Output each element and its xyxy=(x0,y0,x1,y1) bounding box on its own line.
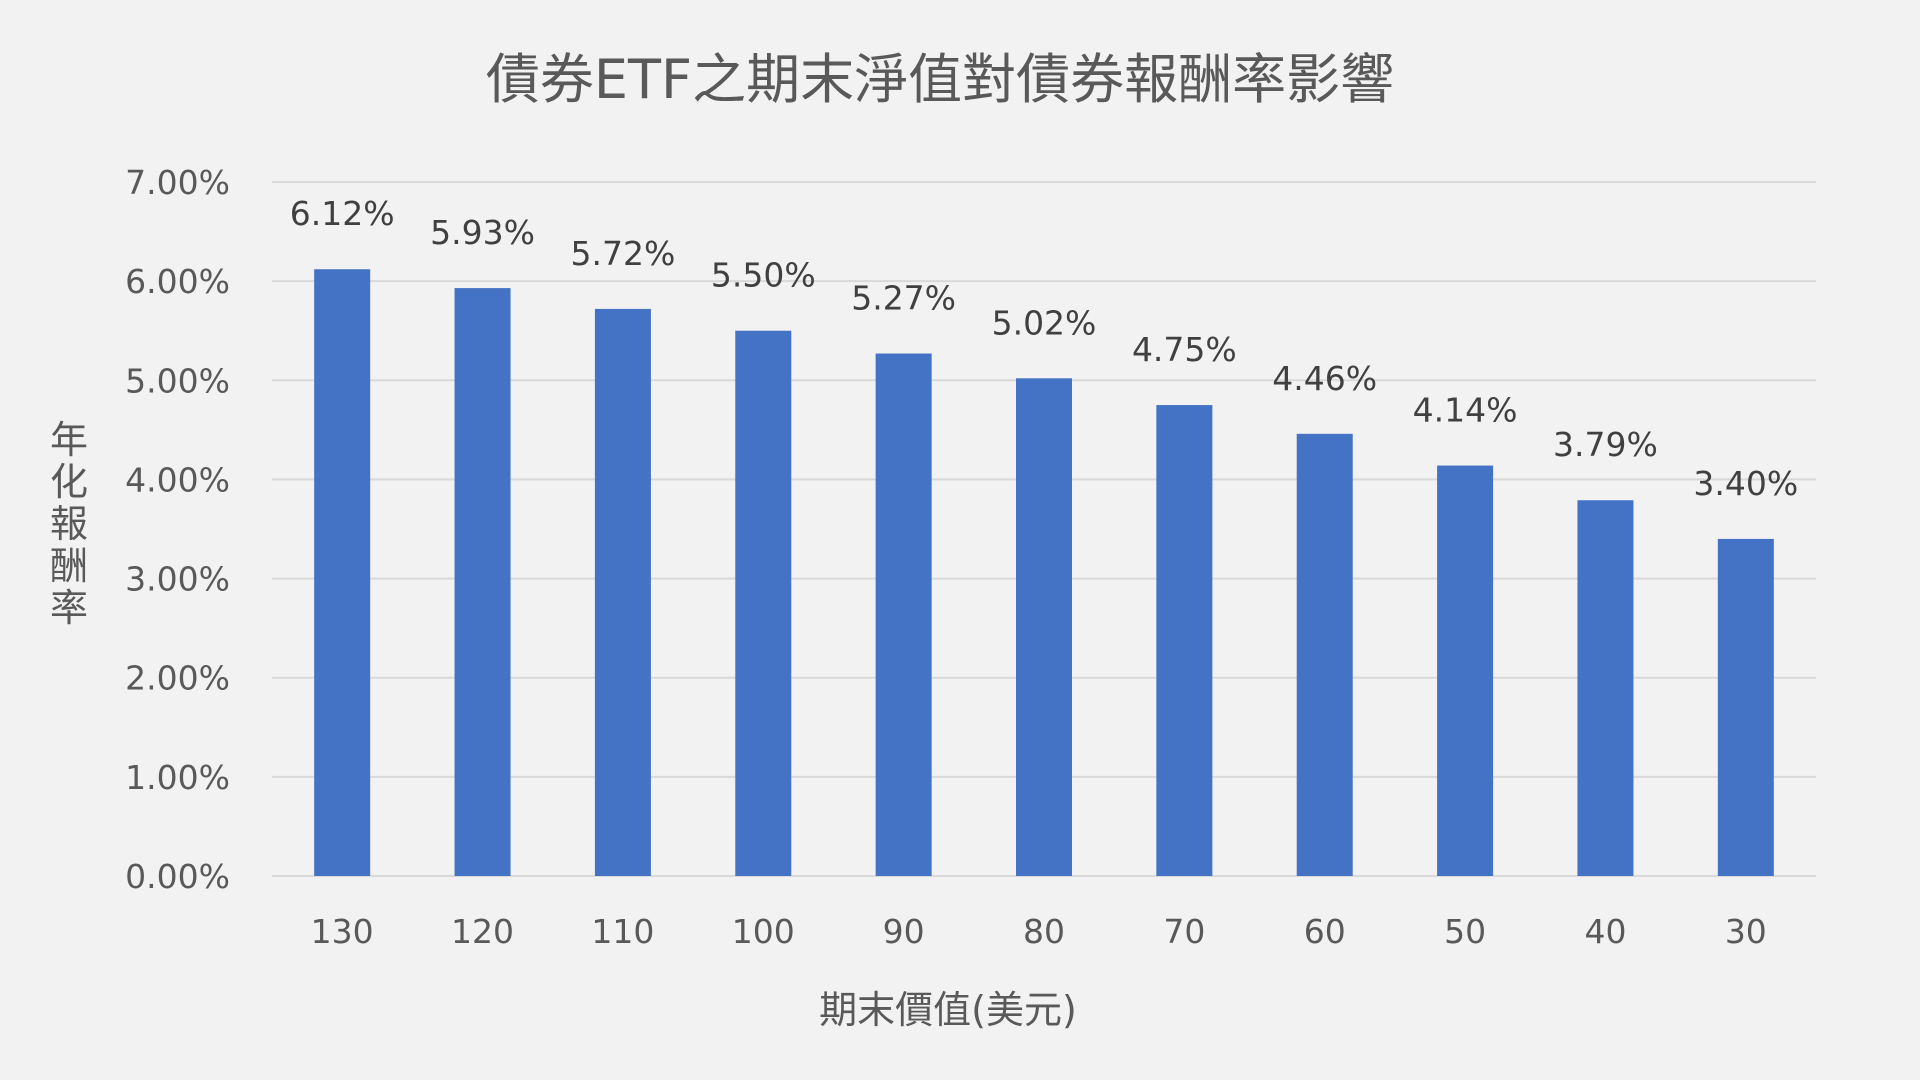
data-label: 5.50% xyxy=(711,256,816,295)
y-axis-label-char: 年 xyxy=(50,418,88,462)
bar xyxy=(1016,378,1072,876)
data-label: 4.75% xyxy=(1132,330,1237,369)
x-tick-label: 60 xyxy=(1304,912,1346,951)
bar xyxy=(875,353,932,876)
bar xyxy=(1437,465,1494,876)
chart-title: 債券ETF之期末淨值對債券報酬率影響 xyxy=(486,48,1394,111)
bar xyxy=(1296,433,1353,876)
y-tick-label: 3.00% xyxy=(125,560,230,599)
y-tick-label: 5.00% xyxy=(125,361,230,400)
bar xyxy=(594,308,651,877)
bar xyxy=(735,330,792,876)
x-tick-label: 40 xyxy=(1584,912,1626,951)
y-tick-label: 7.00% xyxy=(125,163,230,202)
bar xyxy=(1156,405,1213,876)
y-axis-label-char: 酬 xyxy=(50,544,88,588)
x-tick-label: 30 xyxy=(1725,912,1767,951)
data-label: 5.27% xyxy=(851,279,956,318)
x-tick-label: 110 xyxy=(591,912,654,951)
y-axis-label-char: 報 xyxy=(50,502,88,546)
data-label: 4.46% xyxy=(1272,359,1377,398)
data-label: 5.02% xyxy=(992,303,1097,342)
x-tick-label: 80 xyxy=(1023,912,1065,951)
data-labels: 6.12% 5.93% 5.72% 5.50% 5.27% 5.02% 4.75% 4.46%… xyxy=(290,194,1798,503)
x-tick-label: 90 xyxy=(883,912,925,951)
x-tick-label: 120 xyxy=(451,912,514,951)
bar xyxy=(314,269,371,876)
data-label: 5.72% xyxy=(570,234,675,273)
y-axis-label-char: 率 xyxy=(50,586,88,630)
bar xyxy=(1717,538,1774,876)
y-axis-label-char: 化 xyxy=(50,460,88,504)
data-label: 3.40% xyxy=(1693,464,1798,503)
y-tick-label: 0.00% xyxy=(125,857,230,896)
bar xyxy=(1577,500,1634,876)
bar xyxy=(454,288,511,876)
x-tick-label: 100 xyxy=(732,912,795,951)
x-tick-label: 130 xyxy=(311,912,374,951)
x-axis-ticks: 130 120 110 100 90 80 70 60 50 40 30 xyxy=(311,912,1767,951)
x-tick-label: 70 xyxy=(1163,912,1205,951)
y-tick-label: 1.00% xyxy=(125,758,230,797)
bars xyxy=(314,269,1774,877)
data-label: 5.93% xyxy=(430,213,535,252)
data-label: 6.12% xyxy=(290,194,395,233)
x-axis-label: 期末價值(美元) xyxy=(819,988,1077,1032)
y-tick-label: 4.00% xyxy=(125,460,230,499)
y-tick-label: 2.00% xyxy=(125,659,230,698)
data-label: 3.79% xyxy=(1553,425,1658,464)
y-tick-label: 6.00% xyxy=(125,262,230,301)
y-axis-ticks: 0.00% 1.00% 2.00% 3.00% 4.00% 5.00% 6.00% 7.00% xyxy=(125,163,230,896)
x-tick-label: 50 xyxy=(1444,912,1486,951)
data-label: 4.14% xyxy=(1413,391,1518,430)
